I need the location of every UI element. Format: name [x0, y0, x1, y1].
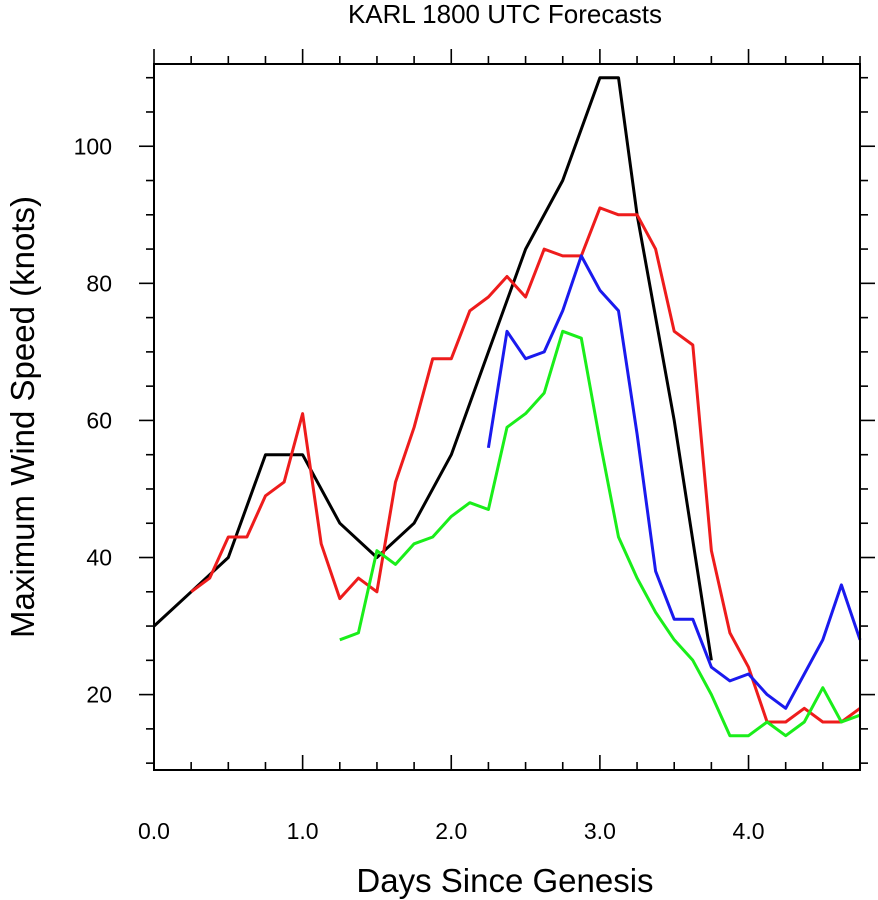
series-line-2: [190, 206, 861, 724]
x-tick-label: 0.0: [138, 818, 170, 844]
series-line-4: [339, 329, 861, 738]
y-tick-label: 40: [86, 545, 112, 571]
plot-frame: [153, 63, 861, 771]
series-line-1: [152, 76, 713, 661]
tick-labels: 0.0 1.0 2.0 3.0 4.0 20 40 60 80 100: [74, 133, 765, 844]
axis-ticks: [139, 49, 875, 770]
y-tick-label: 80: [86, 270, 112, 296]
chart-title: KARL 1800 UTC Forecasts: [348, 0, 662, 29]
y-tick-label: 60: [86, 407, 112, 433]
y-axis-label: Maximum Wind Speed (knots): [4, 196, 41, 638]
x-axis-label: Days Since Genesis: [356, 862, 653, 899]
series-layer: [152, 76, 862, 738]
x-tick-label: 1.0: [287, 818, 319, 844]
series-line-3: [486, 254, 862, 710]
y-tick-label: 20: [86, 682, 112, 708]
x-tick-label: 3.0: [584, 818, 616, 844]
x-tick-label: 4.0: [733, 818, 765, 844]
y-tick-label: 100: [74, 133, 112, 159]
x-tick-label: 2.0: [435, 818, 467, 844]
